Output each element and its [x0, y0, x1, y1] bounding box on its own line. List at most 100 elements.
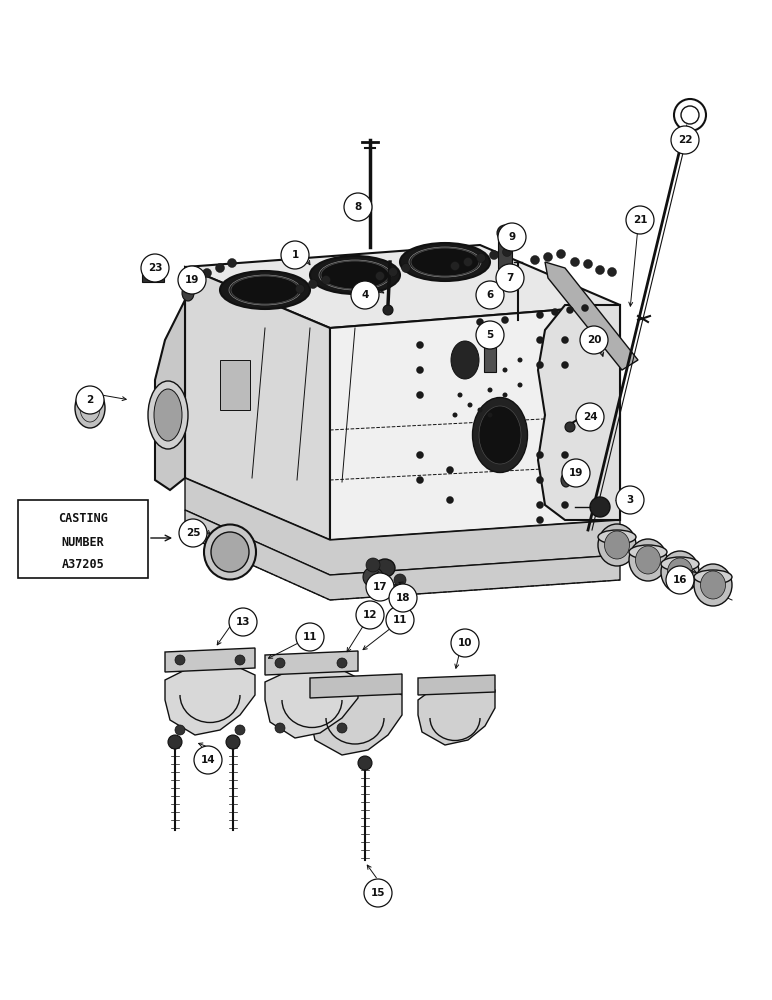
Circle shape [561, 452, 568, 458]
Circle shape [275, 658, 285, 668]
Ellipse shape [700, 571, 726, 599]
Polygon shape [538, 305, 620, 520]
Circle shape [229, 608, 257, 636]
Circle shape [417, 452, 424, 458]
Text: 23: 23 [147, 263, 162, 273]
Circle shape [417, 477, 424, 484]
Circle shape [487, 358, 493, 362]
Circle shape [671, 126, 699, 154]
Text: 14: 14 [201, 755, 215, 765]
Ellipse shape [598, 524, 636, 566]
Circle shape [517, 382, 523, 387]
Text: 6: 6 [486, 290, 493, 300]
Circle shape [666, 566, 694, 594]
Circle shape [344, 193, 372, 221]
Circle shape [321, 275, 330, 284]
Ellipse shape [661, 551, 699, 593]
Circle shape [446, 466, 453, 474]
Circle shape [498, 223, 526, 251]
Bar [220, 360, 250, 410]
Circle shape [537, 361, 543, 368]
Text: 3: 3 [626, 495, 634, 505]
Polygon shape [330, 305, 620, 540]
Circle shape [551, 308, 558, 316]
Circle shape [391, 583, 409, 601]
Circle shape [366, 573, 394, 601]
Circle shape [386, 606, 414, 634]
Circle shape [446, 496, 453, 504]
Circle shape [215, 263, 225, 272]
Circle shape [417, 342, 424, 349]
Text: CASTING: CASTING [58, 512, 108, 524]
Circle shape [476, 281, 504, 309]
Circle shape [375, 271, 384, 280]
Text: 17: 17 [373, 582, 388, 592]
Polygon shape [310, 674, 402, 698]
Circle shape [537, 336, 543, 344]
Circle shape [571, 257, 580, 266]
Ellipse shape [561, 473, 571, 487]
Circle shape [478, 408, 482, 412]
Text: 22: 22 [678, 135, 692, 145]
Ellipse shape [629, 539, 667, 581]
Polygon shape [265, 651, 358, 675]
Circle shape [576, 403, 604, 431]
Circle shape [194, 746, 222, 774]
Circle shape [468, 402, 472, 408]
Circle shape [175, 725, 185, 735]
Circle shape [337, 658, 347, 668]
Circle shape [309, 279, 317, 288]
Circle shape [537, 502, 543, 508]
Circle shape [561, 336, 568, 344]
Polygon shape [310, 685, 402, 755]
Polygon shape [185, 478, 620, 575]
Circle shape [503, 367, 507, 372]
Circle shape [497, 225, 513, 241]
Circle shape [358, 756, 372, 770]
Circle shape [581, 304, 588, 312]
Circle shape [537, 477, 543, 484]
Circle shape [226, 735, 240, 749]
Circle shape [401, 263, 411, 272]
Circle shape [228, 258, 236, 267]
Circle shape [584, 259, 592, 268]
Text: NUMBER: NUMBER [62, 536, 104, 550]
Circle shape [417, 366, 424, 373]
Polygon shape [545, 262, 638, 370]
Circle shape [502, 316, 509, 324]
Circle shape [489, 250, 499, 259]
Circle shape [487, 387, 493, 392]
Circle shape [458, 392, 462, 397]
Polygon shape [165, 648, 255, 672]
Circle shape [366, 558, 380, 572]
Ellipse shape [321, 261, 389, 289]
Circle shape [175, 655, 185, 665]
Text: 7: 7 [506, 273, 513, 283]
Circle shape [537, 312, 543, 318]
Bar [147, 264, 159, 269]
Circle shape [567, 306, 574, 314]
Ellipse shape [598, 530, 636, 544]
Ellipse shape [220, 271, 310, 309]
Circle shape [202, 268, 212, 277]
Text: 24: 24 [583, 412, 598, 422]
Polygon shape [165, 665, 255, 735]
Circle shape [595, 265, 604, 274]
Ellipse shape [629, 545, 667, 559]
Ellipse shape [472, 397, 527, 473]
Text: 12: 12 [363, 610, 378, 620]
Circle shape [561, 502, 568, 508]
Circle shape [503, 247, 512, 256]
Circle shape [235, 655, 245, 665]
Circle shape [476, 321, 504, 349]
Ellipse shape [75, 388, 105, 428]
Ellipse shape [451, 341, 479, 379]
Circle shape [383, 305, 393, 315]
Circle shape [537, 516, 543, 524]
Circle shape [543, 252, 553, 261]
Circle shape [179, 519, 207, 547]
Bar [142, 270, 164, 282]
Circle shape [561, 361, 568, 368]
Circle shape [417, 391, 424, 398]
Polygon shape [418, 680, 495, 745]
